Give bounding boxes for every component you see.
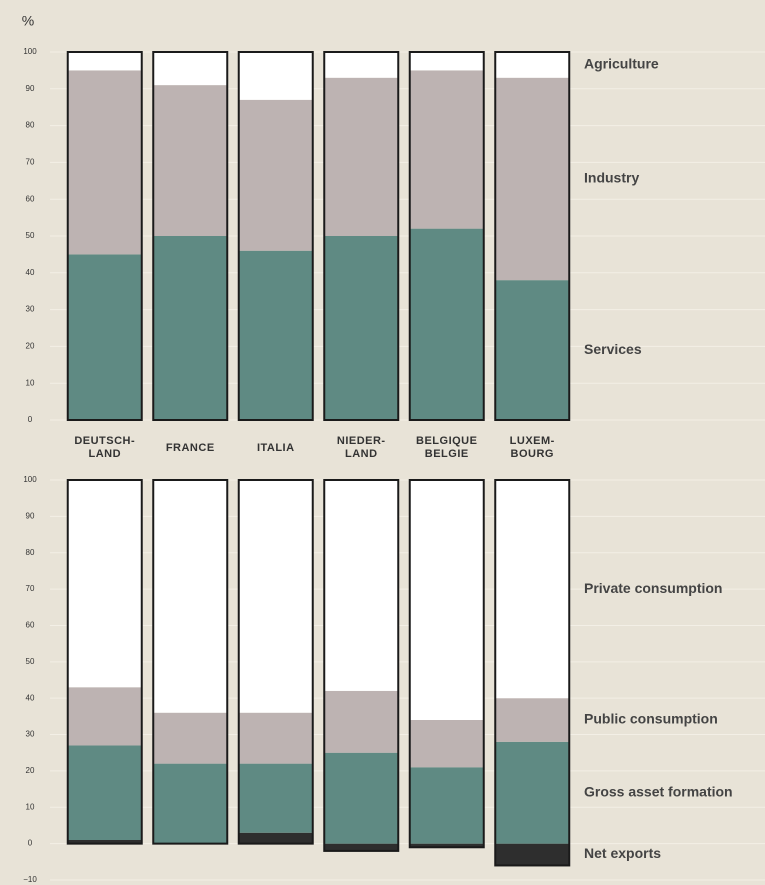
legend-label: Public consumption: [584, 711, 718, 727]
bar-segment: [153, 763, 228, 844]
bar-segment: [153, 712, 228, 764]
bar-segment: [495, 280, 570, 420]
y-tick-label: 60: [26, 194, 35, 203]
bar-segment: [495, 77, 570, 281]
bar-frame: [237, 51, 314, 421]
bar-segment: [67, 480, 142, 688]
y-tick-label: 40: [26, 693, 35, 702]
bar-segment: [67, 52, 142, 71]
bar-frame: [323, 479, 400, 852]
bar-frame: [66, 51, 143, 421]
bar-segment: [409, 52, 484, 71]
bar-segment: [495, 52, 570, 78]
y-tick-label: 80: [26, 121, 35, 130]
legend-label: Private consumption: [584, 580, 722, 596]
bar-segment: [67, 687, 142, 746]
y-tick-label: 40: [26, 268, 35, 277]
bar-segment: [153, 480, 228, 713]
bar-segment: [238, 832, 313, 844]
bar-segment: [67, 254, 142, 420]
bar-segment: [324, 52, 399, 78]
bar-segment: [495, 843, 570, 866]
y-tick-label: 70: [26, 158, 35, 167]
x-tick-label: LUXEM-BOURG: [510, 435, 555, 460]
legend-label: Net exports: [584, 845, 661, 861]
bar-segment: [495, 480, 570, 699]
x-tick-label: DEUTSCH-LAND: [74, 435, 135, 460]
bar-segment: [153, 85, 228, 237]
bar-frame: [237, 479, 314, 845]
bar-segment: [238, 99, 313, 251]
bar-segment: [409, 843, 484, 848]
y-tick-label: 60: [26, 621, 35, 630]
y-tick-label: 80: [26, 548, 35, 557]
bar-segment: [153, 52, 228, 86]
bar-segment: [324, 690, 399, 753]
y-tick-label: 50: [26, 657, 35, 666]
legend-label: Agriculture: [584, 56, 659, 72]
x-tick-label: ITALIA: [257, 442, 295, 454]
y-tick-label: 20: [26, 766, 35, 775]
bar-frame: [494, 51, 571, 421]
y-tick-label: 90: [26, 84, 35, 93]
x-tick-label: FRANCE: [166, 442, 215, 454]
y-tick-label: 20: [26, 342, 35, 351]
legend-label: Industry: [584, 170, 639, 186]
bar-frame: [152, 51, 229, 421]
bar-segment: [238, 712, 313, 764]
bar-segment: [153, 236, 228, 420]
bar-segment: [495, 698, 570, 742]
bar-segment: [495, 741, 570, 844]
y-axis-label: %: [22, 13, 34, 29]
bar-frame: [323, 51, 400, 421]
bar-segment: [67, 745, 142, 840]
y-tick-label: −10: [23, 875, 37, 884]
y-tick-label: 10: [26, 378, 35, 387]
x-tick-label: NIEDER-LAND: [337, 435, 386, 460]
bar-segment: [238, 763, 313, 833]
bar-segment: [324, 843, 399, 851]
bar-segment: [67, 840, 142, 844]
bar-segment: [409, 228, 484, 420]
y-tick-label: 30: [26, 305, 35, 314]
y-tick-label: 0: [28, 415, 33, 424]
y-tick-label: 100: [23, 475, 37, 484]
bar-segment: [324, 752, 399, 844]
bar-segment: [409, 480, 484, 720]
y-tick-label: 70: [26, 584, 35, 593]
bar-segment: [238, 52, 313, 100]
y-tick-label: 50: [26, 231, 35, 240]
bar-frame: [494, 479, 571, 867]
legend-label: Services: [584, 341, 642, 357]
y-tick-label: 90: [26, 511, 35, 520]
x-tick-label: BELGIQUE BELGIE: [416, 435, 477, 460]
legend-label: Gross asset formation: [584, 783, 733, 799]
bar-segment: [324, 236, 399, 420]
bar-segment: [238, 480, 313, 713]
y-tick-label: 30: [26, 730, 35, 739]
bar-segment: [409, 70, 484, 229]
y-tick-label: 10: [26, 802, 35, 811]
bar-frame: [408, 479, 485, 849]
bar-segment: [409, 720, 484, 768]
bar-frame: [408, 51, 485, 421]
bar-segment: [324, 77, 399, 236]
bar-frame: [152, 479, 229, 845]
bar-frame: [66, 479, 143, 845]
y-tick-label: 100: [23, 47, 37, 56]
bar-segment: [324, 480, 399, 691]
bar-segment: [238, 250, 313, 420]
bar-segment: [67, 70, 142, 255]
y-tick-label: 0: [28, 839, 33, 848]
bar-segment: [409, 767, 484, 844]
